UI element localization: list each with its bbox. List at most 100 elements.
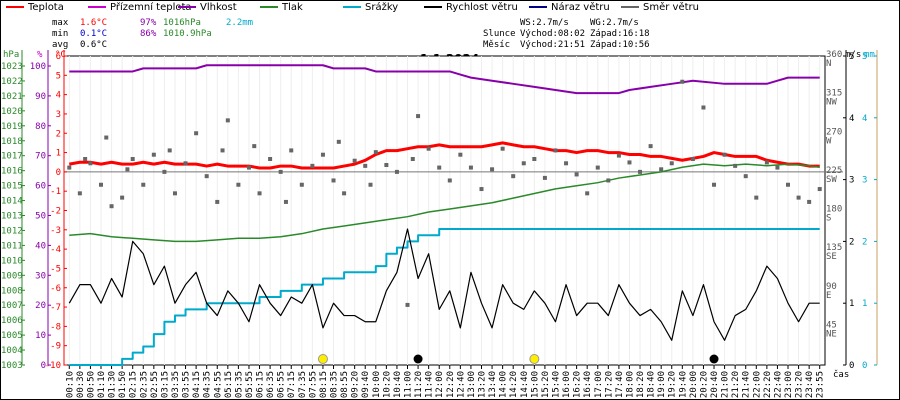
plot-area <box>63 55 826 366</box>
wind-direction-point <box>151 152 156 157</box>
x-tick-label: 23:20 <box>795 371 805 398</box>
wind-direction-point <box>690 157 695 161</box>
x-tick-label: 18:00 <box>625 371 635 398</box>
pressure-tick-label: 1017 <box>1 152 23 162</box>
pressure-tick-label: 1011 <box>1 241 23 251</box>
series-line-sr-ky <box>69 228 820 366</box>
legend-label: Tlak <box>282 2 303 13</box>
direction-tick-label: 225 <box>826 166 842 176</box>
humidity-tick-label: 30 <box>35 271 46 281</box>
wind-direction-point <box>289 148 294 153</box>
wind-gust-info: WG:2.7m/s <box>590 18 639 28</box>
x-tick-label: 20:20 <box>699 371 709 398</box>
wind-direction-point <box>77 191 82 196</box>
stat-max-humidity: 97% <box>140 18 157 28</box>
wind-direction-point <box>542 175 547 180</box>
wind-direction-point <box>283 199 288 204</box>
wind-direction-point <box>532 157 537 161</box>
pressure-tick-label: 1012 <box>1 226 23 236</box>
wind-tick-label: 2 <box>849 237 854 247</box>
series-line-tlak <box>69 163 820 243</box>
wind-tick-label: 5 <box>849 52 854 62</box>
x-tick-label: 03:55 <box>182 371 192 398</box>
x-tick-label: 19:40 <box>678 371 688 398</box>
humidity-axis-title: % <box>37 50 43 60</box>
wind-direction-point <box>754 195 759 200</box>
wind-direction-point <box>796 195 801 200</box>
x-tick-label: 04:15 <box>192 371 202 398</box>
wind-direction-point <box>775 165 780 170</box>
x-tick-label: 05:35 <box>234 371 244 398</box>
temperature-tick-label: -7 <box>50 303 61 313</box>
wind-direction-point <box>342 191 347 196</box>
x-tick-label: 02:15 <box>129 371 139 398</box>
wind-direction-point <box>120 195 125 200</box>
x-tick-label: 15:00 <box>530 371 540 398</box>
direction-tick-label: 360 <box>826 50 842 60</box>
x-tick-label: 22:20 <box>763 371 773 398</box>
x-tick-label: 03:35 <box>171 371 181 398</box>
legend-label: Srážky <box>365 2 399 13</box>
wind-direction-point <box>447 178 452 183</box>
wind-direction-point <box>194 131 199 136</box>
legend-item-vlhkost: Vlhkost <box>178 2 237 13</box>
stat-min-temp: 0.1°C <box>80 29 108 39</box>
x-tick-label: 10:20 <box>382 371 392 398</box>
direction-tick-label: 90 <box>826 282 837 292</box>
x-tick-label: 16:20 <box>573 371 583 398</box>
temperature-tick-label: -9 <box>50 342 61 352</box>
wind-direction-point <box>500 146 505 151</box>
legend-label: Teplota <box>28 2 64 13</box>
humidity-tick-label: 90 <box>35 92 46 102</box>
wind-direction-point <box>786 182 791 187</box>
x-tick-label: 12:40 <box>456 371 466 398</box>
x-tick-label: 07:15 <box>287 371 297 398</box>
rain-tick-label: 4 <box>862 114 867 124</box>
temperature-tick-label: -10 <box>45 361 61 371</box>
rain-tick-label: 2 <box>862 237 867 247</box>
x-tick-label: 08:35 <box>330 371 340 398</box>
moon-label: Měsíc <box>483 40 511 50</box>
legend-item-srazky: Srážky <box>343 2 398 13</box>
wind-direction-point <box>384 163 389 168</box>
wind-tick-label: 3 <box>849 176 854 186</box>
wind-direction-point <box>701 105 706 110</box>
legend-swatch-icon <box>260 6 278 8</box>
temperature-tick-label: -4 <box>50 245 61 255</box>
legend-swatch-icon <box>178 6 196 8</box>
pressure-tick-label: 1016 <box>1 167 23 177</box>
temperature-tick-label: 0 <box>56 168 61 178</box>
pressure-tick-label: 1022 <box>1 77 23 87</box>
wind-direction-point <box>712 182 717 187</box>
temperature-tick-label: -2 <box>50 207 61 217</box>
wind-direction-point <box>680 79 685 84</box>
legend-item-smer: Směr větru <box>621 2 699 13</box>
legend-item-prizemni: Přízemní teplota <box>88 2 192 13</box>
rain-tick-label: 3 <box>862 176 867 186</box>
wind-direction-point <box>468 165 473 170</box>
direction-tick-dir: E <box>826 291 831 301</box>
x-tick-label: 00:30 <box>76 371 86 398</box>
x-tick-label: 11:00 <box>404 371 414 398</box>
stat-max-pressure: 1016hPa <box>163 18 201 28</box>
humidity-tick-label: 70 <box>35 152 46 162</box>
rain-tick-label: 5 <box>862 52 867 62</box>
wind-direction-point <box>817 187 822 192</box>
rain-axis-title: mm <box>864 50 875 60</box>
wind-direction-point <box>585 191 590 196</box>
temperature-tick-label: 6 <box>56 52 61 62</box>
pressure-tick-label: 1018 <box>1 137 23 147</box>
temperature-tick-label: 1 <box>56 149 61 159</box>
x-tick-label: 06:35 <box>266 371 276 398</box>
legend-swatch-icon <box>529 6 547 8</box>
sun-icon <box>529 354 540 364</box>
pressure-tick-label: 1013 <box>1 212 23 222</box>
stat-min-humidity: 86% <box>140 29 157 39</box>
wind-direction-point <box>616 153 621 158</box>
humidity-tick-label: 0 <box>41 361 46 371</box>
sun-label: Slunce <box>483 29 516 39</box>
wind-direction-point <box>172 191 177 196</box>
legend-item-naraz: Náraz větru <box>529 2 610 13</box>
wind-direction-point <box>564 161 569 166</box>
